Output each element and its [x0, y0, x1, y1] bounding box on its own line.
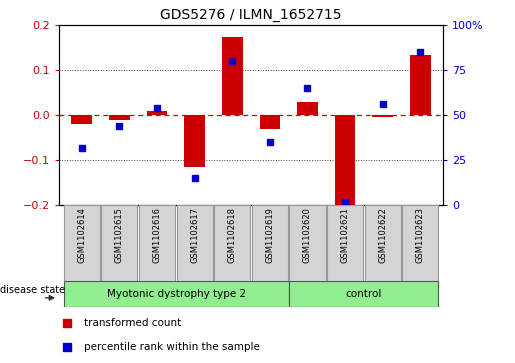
Bar [222, 37, 243, 115]
FancyBboxPatch shape [402, 205, 438, 281]
FancyBboxPatch shape [214, 205, 250, 281]
Bar [335, 115, 355, 205]
Text: GSM1102614: GSM1102614 [77, 207, 87, 263]
Text: GSM1102621: GSM1102621 [340, 207, 350, 263]
Text: Myotonic dystrophy type 2: Myotonic dystrophy type 2 [107, 289, 246, 299]
Text: GSM1102617: GSM1102617 [190, 207, 199, 264]
Text: GSM1102622: GSM1102622 [378, 207, 387, 263]
Bar [260, 115, 280, 129]
Text: percentile rank within the sample: percentile rank within the sample [84, 342, 260, 352]
Text: GSM1102615: GSM1102615 [115, 207, 124, 263]
Text: transformed count: transformed count [84, 318, 181, 328]
Bar [297, 102, 318, 115]
Bar [109, 115, 130, 120]
FancyBboxPatch shape [365, 205, 401, 281]
FancyBboxPatch shape [64, 281, 289, 307]
FancyBboxPatch shape [64, 205, 100, 281]
FancyBboxPatch shape [252, 205, 288, 281]
Bar [184, 115, 205, 167]
FancyBboxPatch shape [177, 205, 213, 281]
Bar [410, 54, 431, 115]
Text: control: control [346, 289, 382, 299]
FancyBboxPatch shape [101, 205, 138, 281]
Title: GDS5276 / ILMN_1652715: GDS5276 / ILMN_1652715 [160, 8, 342, 22]
Text: GSM1102623: GSM1102623 [416, 207, 425, 264]
Text: GSM1102619: GSM1102619 [265, 207, 274, 263]
FancyBboxPatch shape [139, 205, 175, 281]
FancyBboxPatch shape [289, 205, 325, 281]
Bar [147, 111, 167, 115]
Text: GSM1102620: GSM1102620 [303, 207, 312, 263]
Text: GSM1102616: GSM1102616 [152, 207, 162, 264]
FancyBboxPatch shape [327, 205, 363, 281]
Text: disease state: disease state [0, 285, 65, 295]
Bar [72, 115, 92, 124]
Bar [372, 115, 393, 118]
FancyBboxPatch shape [289, 281, 438, 307]
Text: GSM1102618: GSM1102618 [228, 207, 237, 264]
